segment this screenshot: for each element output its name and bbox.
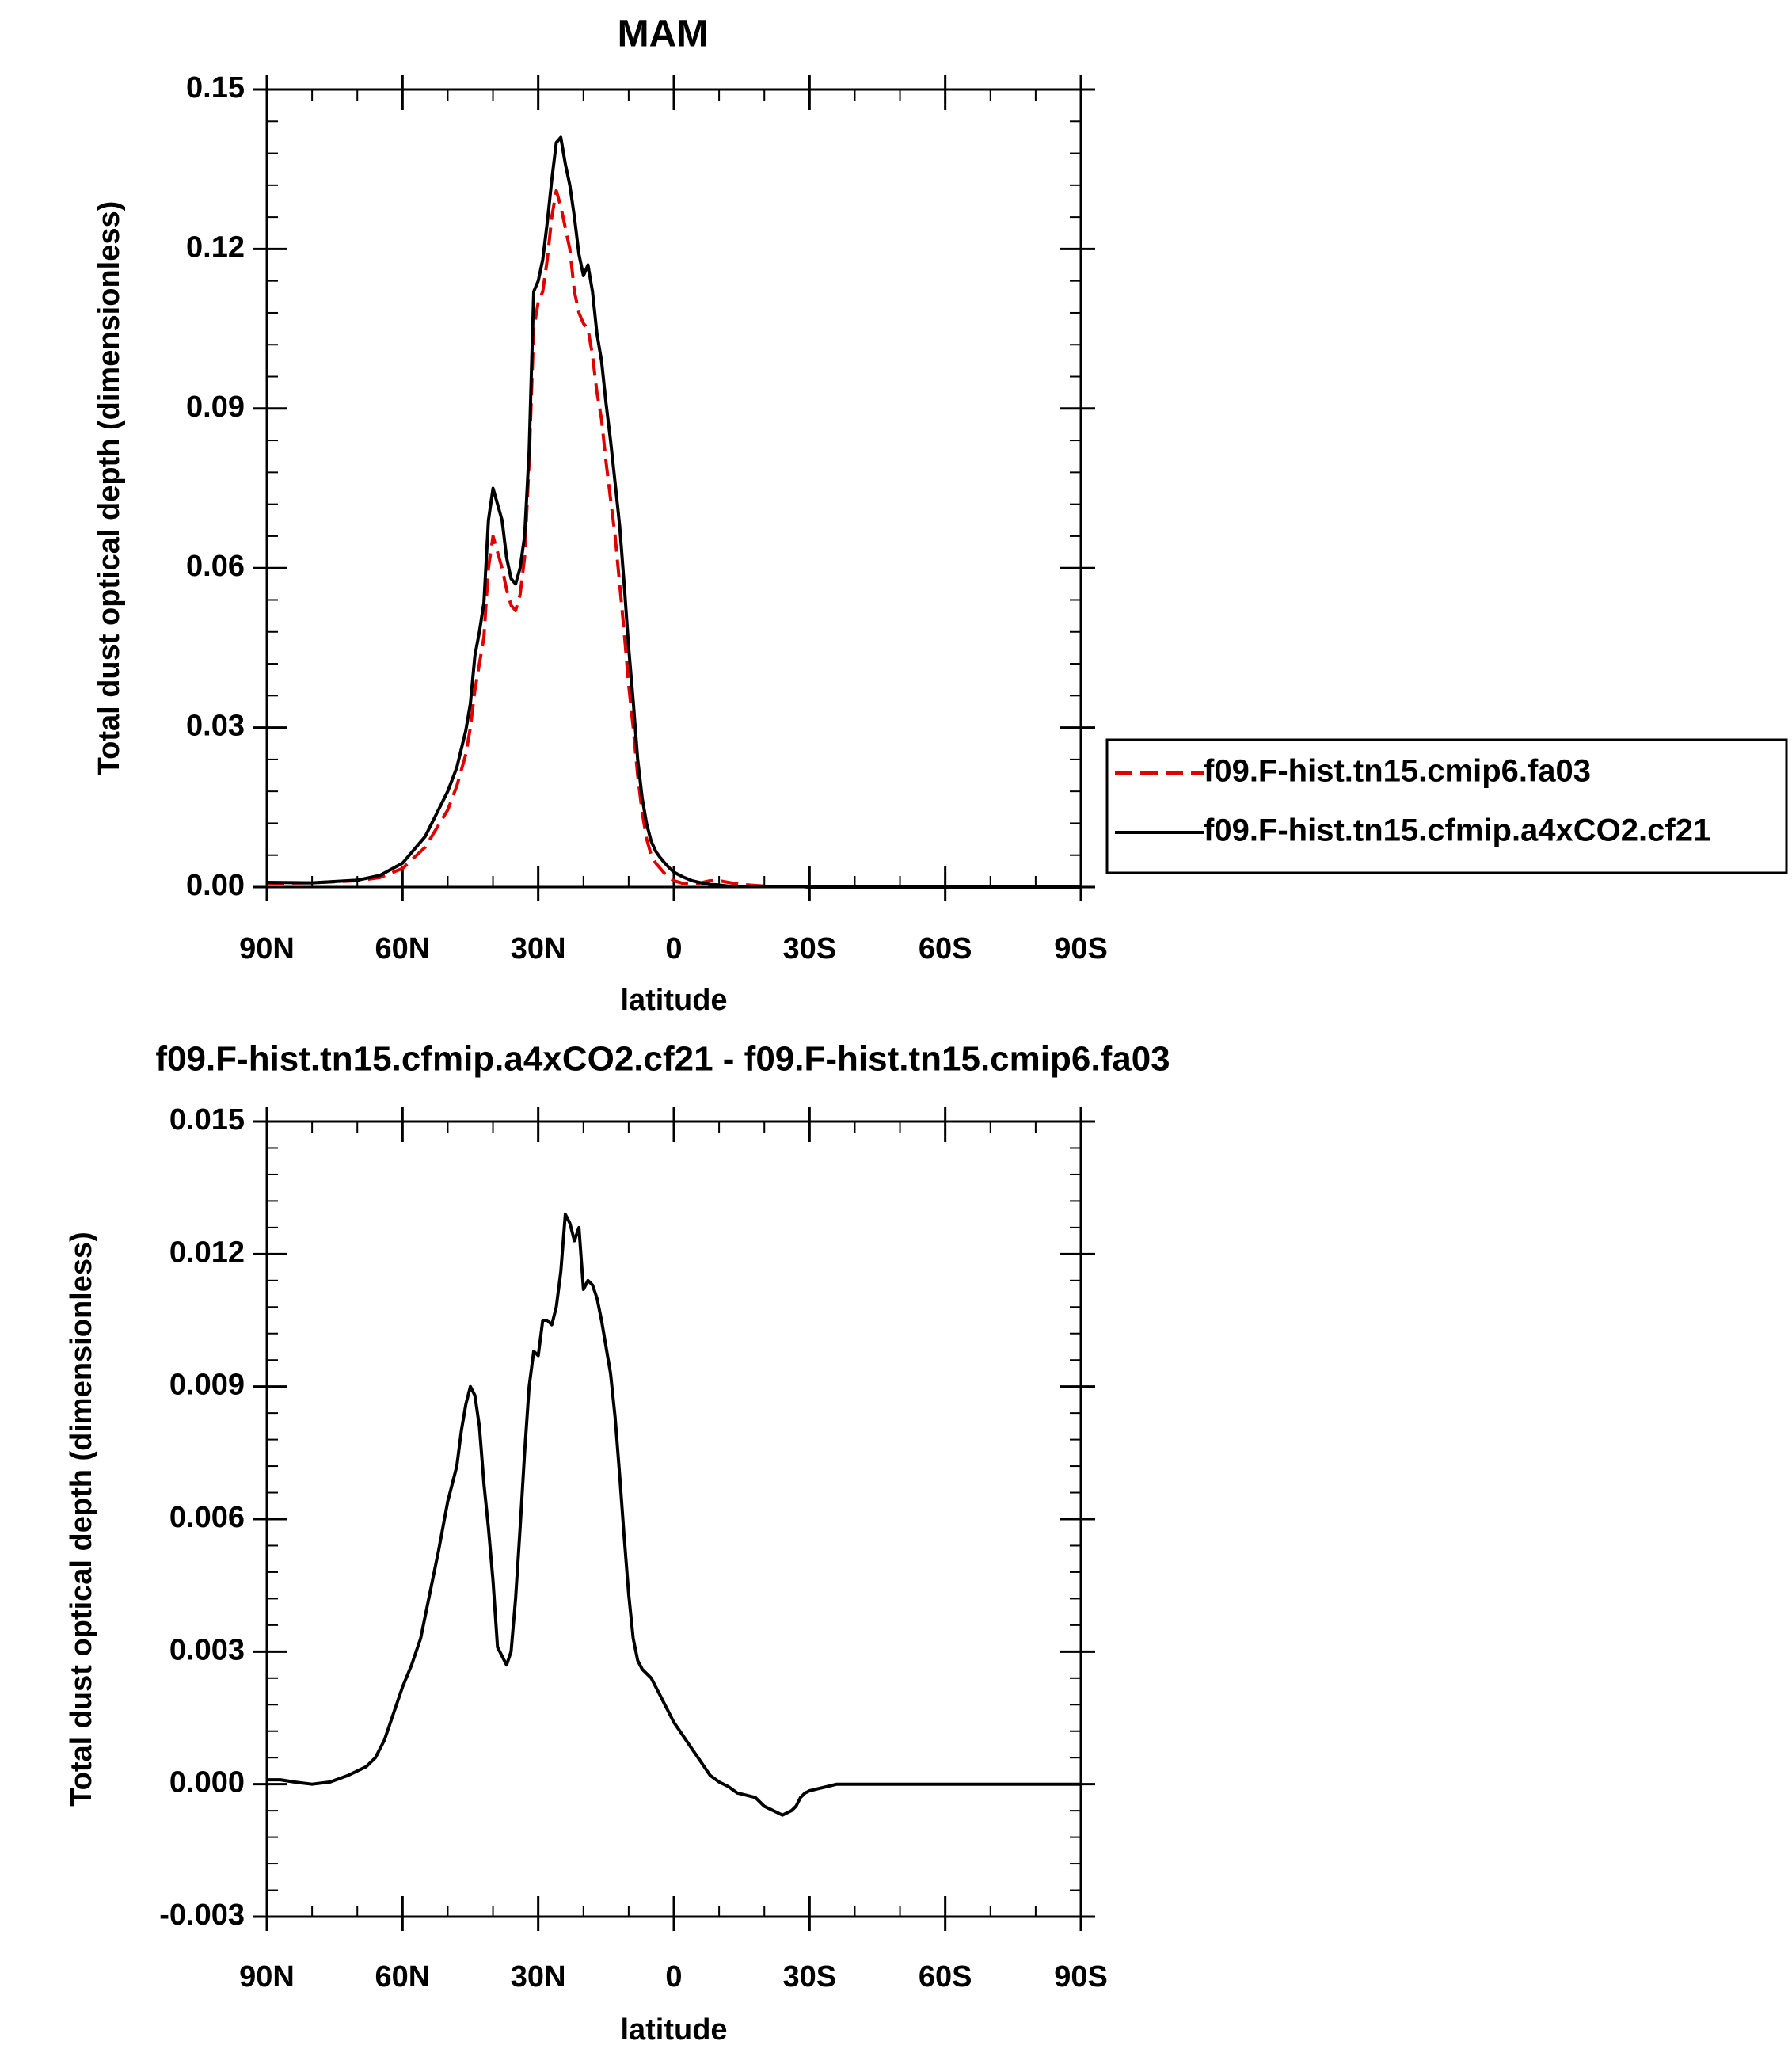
x-tick-label: 90S — [1054, 932, 1108, 965]
x-tick-label: 30N — [511, 1960, 566, 1994]
legend-label-0: f09.F-hist.tn15.cmip6.fa03 — [1204, 754, 1591, 789]
bottom-panel: f09.F-hist.tn15.cfmip.a4xCO2.cf21 - f09.… — [65, 1040, 1170, 2045]
y-tick-label: 0.15 — [186, 71, 245, 105]
legend-box — [1105, 738, 1788, 874]
x-tick-label: 60N — [375, 1960, 430, 1994]
x-axis-label: latitude — [620, 984, 727, 1017]
x-tick-label: 0 — [665, 932, 682, 965]
series-line-0 — [266, 189, 1081, 889]
series-line-1 — [266, 135, 1081, 889]
y-tick-label: 0.015 — [169, 1103, 245, 1137]
chart-title: f09.F-hist.tn15.cfmip.a4xCO2.cf21 - f09.… — [155, 1040, 1170, 1079]
y-axis-label: Total dust optical depth (dimensionless) — [93, 201, 126, 776]
x-tick-label: 30N — [511, 932, 566, 965]
y-tick-label: 0.12 — [186, 230, 245, 264]
y-tick-label: 0.003 — [169, 1633, 245, 1666]
x-tick-label: 60N — [375, 932, 430, 965]
x-tick-label: 30S — [783, 932, 837, 965]
y-tick-label: 0.00 — [186, 869, 245, 902]
y-tick-label: 0.000 — [169, 1766, 245, 1799]
x-tick-label: 60S — [919, 932, 972, 965]
y-axis-label: Total dust optical depth (dimensionless) — [65, 1232, 98, 1807]
x-tick-label: 0 — [665, 1960, 682, 1994]
plot-frame — [265, 88, 1082, 889]
y-tick-label: 0.09 — [186, 390, 245, 424]
y-tick-label: 0.03 — [186, 710, 245, 743]
x-tick-label: 60S — [919, 1960, 972, 1994]
x-tick-label: 90N — [239, 932, 295, 965]
y-tick-label: 0.006 — [169, 1501, 245, 1534]
legend-label-1: f09.F-hist.tn15.cfmip.a4xCO2.cf21 — [1204, 813, 1710, 848]
y-tick-label: 0.06 — [186, 550, 245, 583]
x-tick-label: 30S — [783, 1960, 837, 1994]
plot-frame — [265, 1120, 1082, 1918]
x-tick-label: 90S — [1054, 1960, 1108, 1994]
y-tick-label: 0.012 — [169, 1236, 245, 1269]
x-tick-label: 90N — [239, 1960, 295, 1994]
y-tick-label: 0.009 — [169, 1369, 245, 1402]
top-panel: MAM 0.00 0.03 0.06 0.09 0.12 0.15 90N 60N 30N 0 30S… — [93, 13, 1788, 1017]
y-tick-label: -0.003 — [159, 1898, 245, 1932]
legend: f09.F-hist.tn15.cmip6.fa03 f09.F-hist.tn1… — [1105, 738, 1788, 874]
x-axis-label: latitude — [620, 2013, 727, 2045]
chart-title: MAM — [618, 13, 709, 55]
series-line-0 — [267, 1213, 1081, 1817]
